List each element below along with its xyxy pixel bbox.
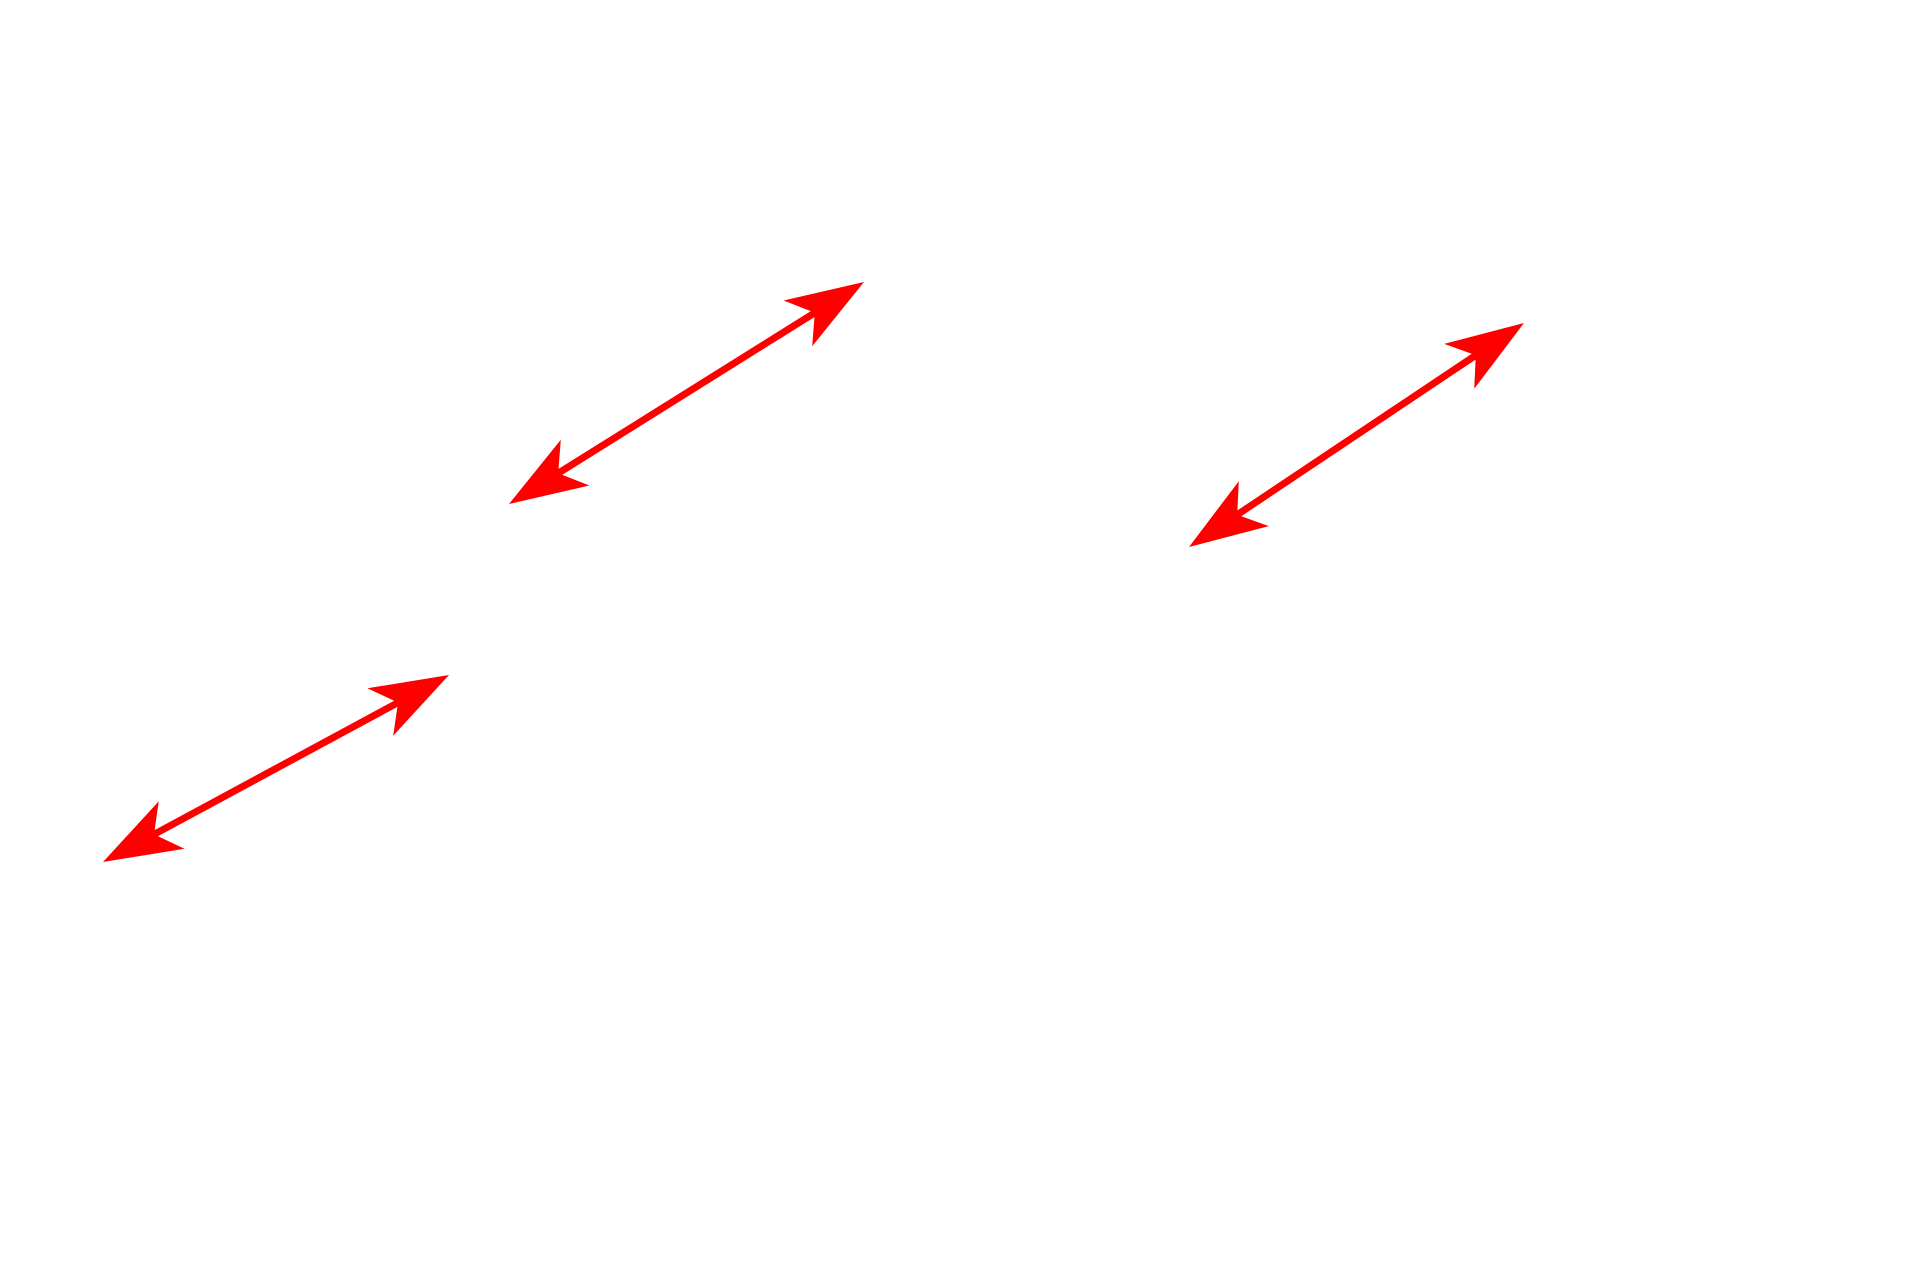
arrowhead-end xyxy=(367,675,449,736)
arrowhead-end xyxy=(1444,323,1524,389)
arrowhead-start xyxy=(103,801,185,862)
arrow-shaft xyxy=(1228,347,1485,523)
arrowhead-start xyxy=(1189,481,1269,547)
arrow-shaft xyxy=(145,695,407,842)
arrowhead-start xyxy=(509,439,590,504)
arrows-layer xyxy=(103,282,1524,862)
arrowhead-end xyxy=(783,282,864,347)
double-arrow-lower-left xyxy=(103,675,449,862)
double-arrow-upper-right xyxy=(1189,323,1524,547)
arrow-shaft xyxy=(549,305,824,481)
double-arrow-upper-middle xyxy=(509,282,864,504)
